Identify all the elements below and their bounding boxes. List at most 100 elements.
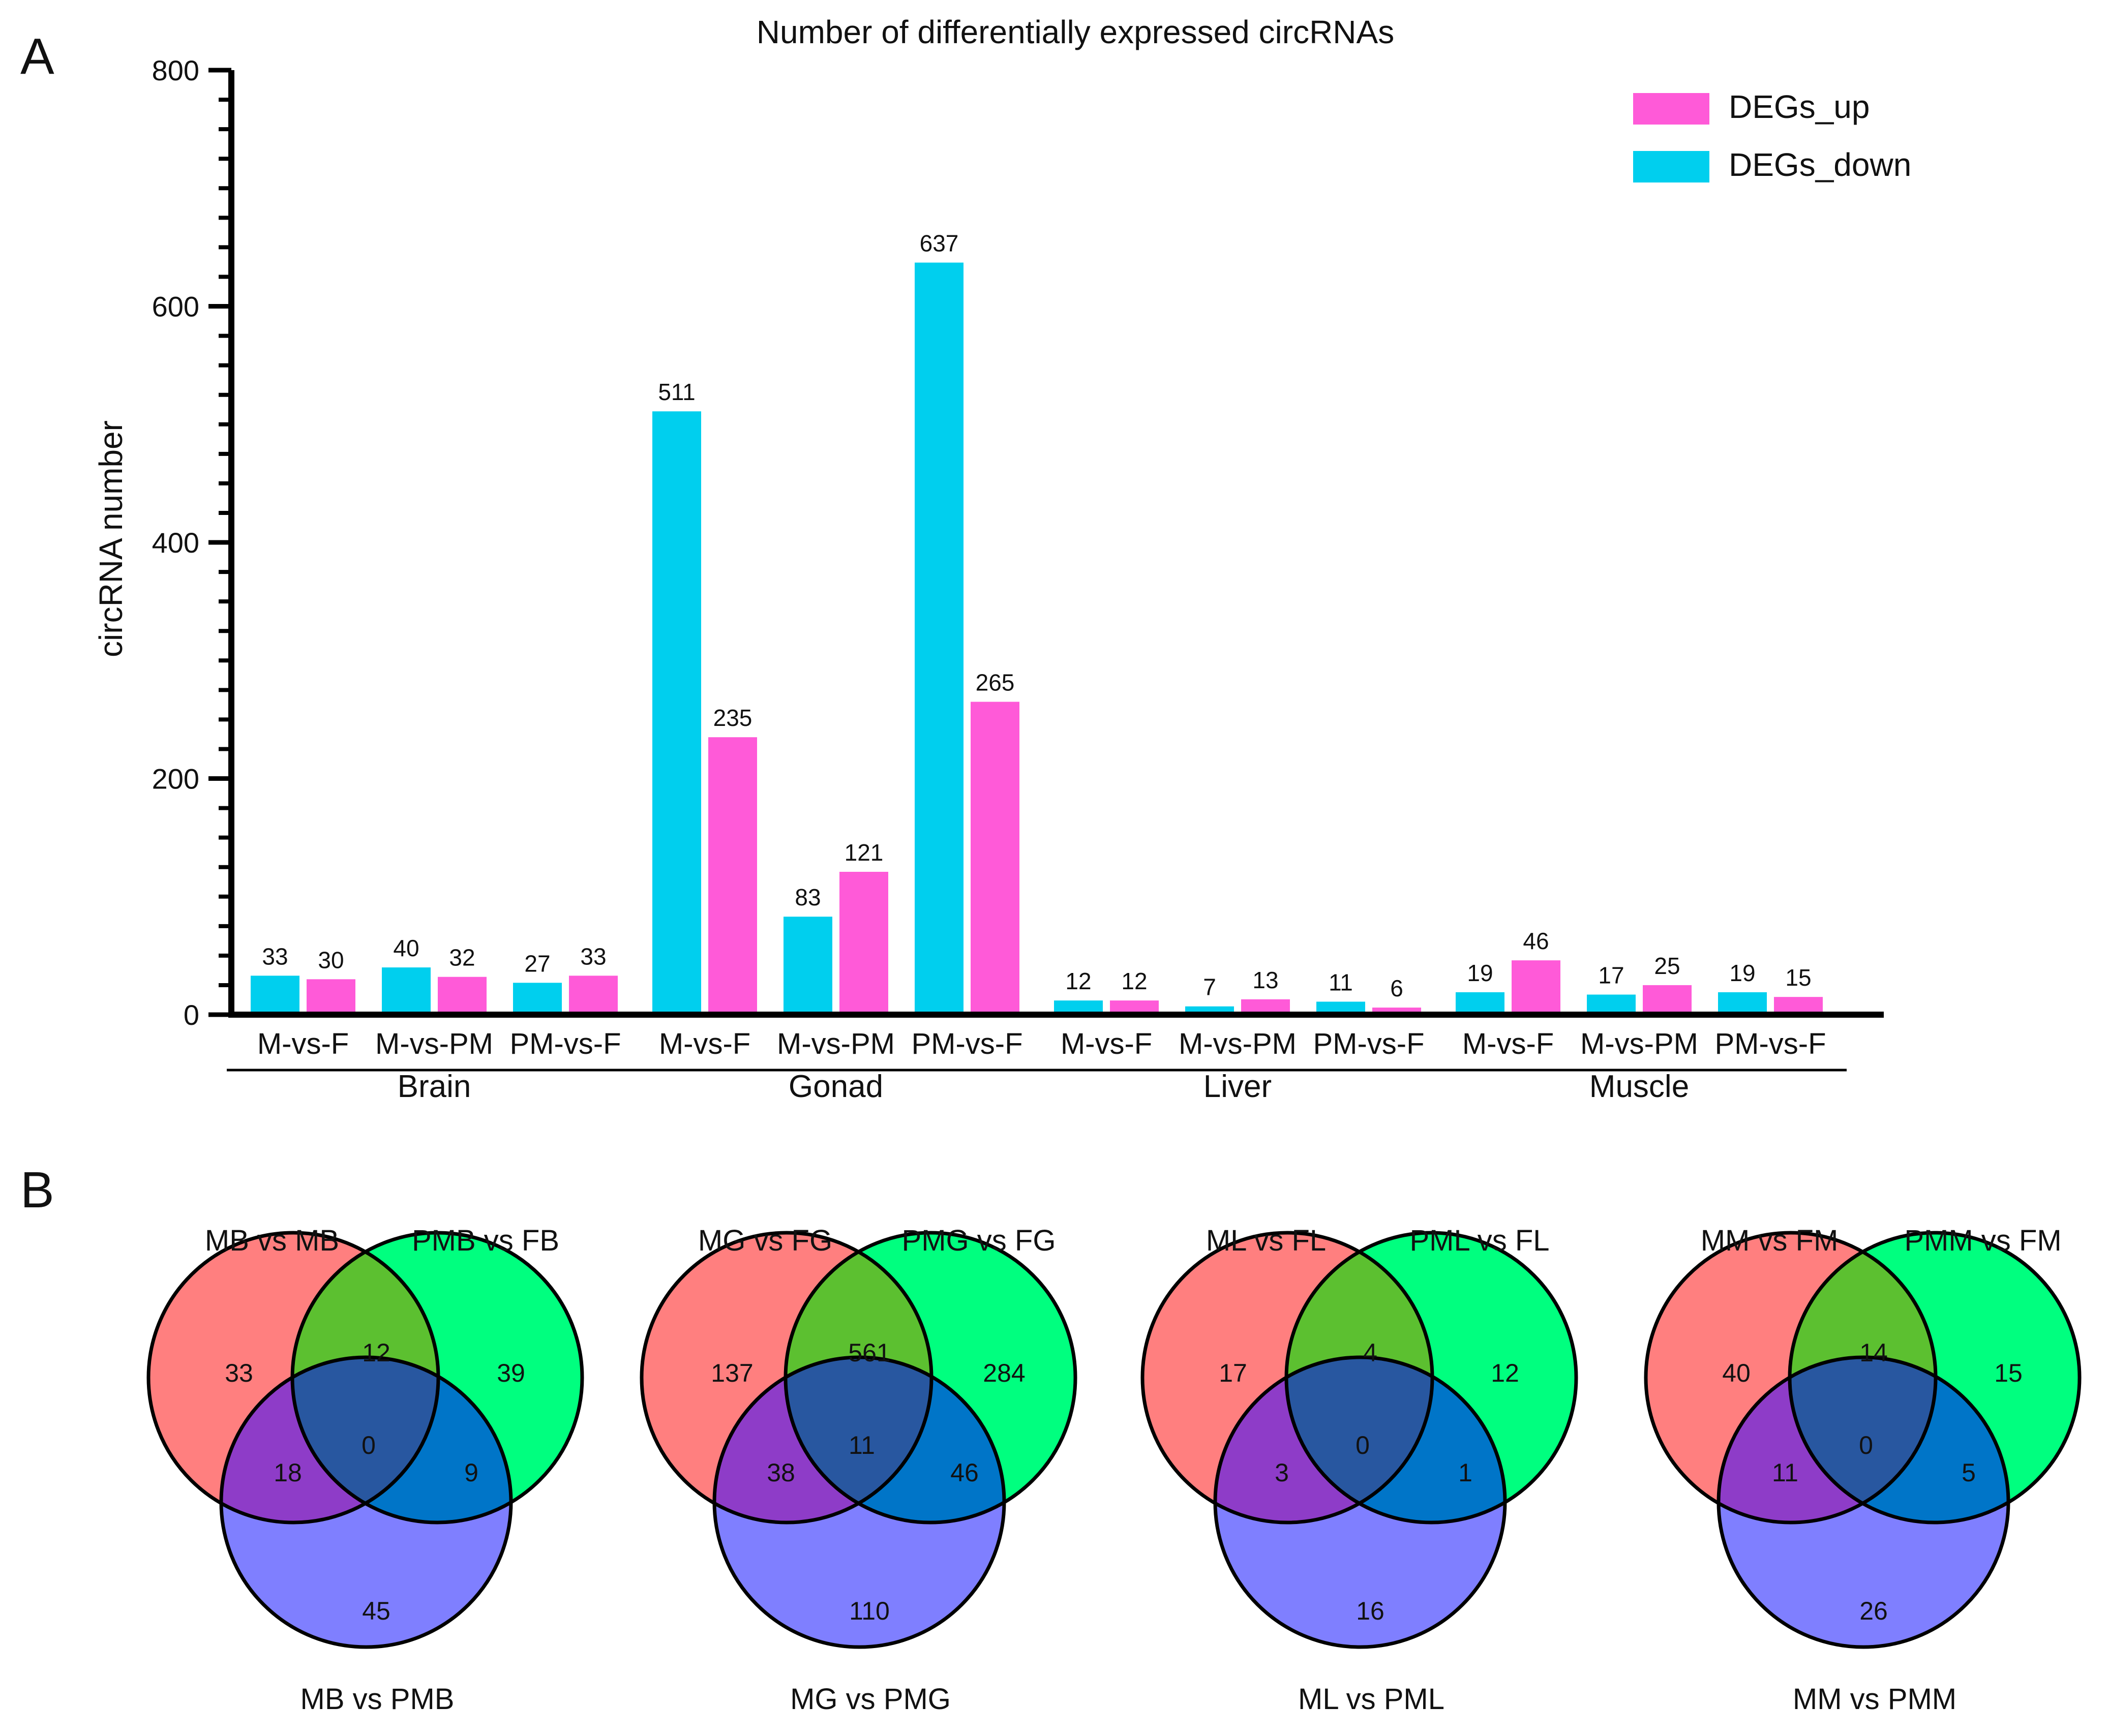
y-tick-label: 0 [184, 999, 199, 1031]
venn-count-bc: 46 [950, 1458, 979, 1487]
bar-value-label: 30 [318, 947, 344, 973]
venn-label-a: MM vs FM [1701, 1224, 1839, 1257]
bar-degs-down-gonad-m-vs-f [652, 411, 701, 1012]
venn-diagram-3: 17 12 16 4 3 1 0 ML vs FL PML vs FL ML vs PML [1140, 1224, 1578, 1716]
bar-value-label: 27 [524, 950, 550, 977]
bar-value-label: 19 [1467, 960, 1493, 986]
x-category-label: M-vs-F [1061, 1027, 1152, 1060]
x-group-label-muscle: Muscle [1589, 1069, 1689, 1104]
bar-degs-up-liver-pm-vs-f [1372, 1008, 1421, 1012]
x-group-label-liver: Liver [1203, 1069, 1272, 1104]
bar-value-label: 13 [1252, 967, 1278, 993]
venn-label-b: PMB vs FB [412, 1224, 559, 1257]
bar-degs-up-liver-m-vs-pm [1241, 999, 1290, 1012]
bar-degs-down-gonad-pm-vs-f [915, 262, 963, 1012]
bar-value-label: 46 [1523, 928, 1549, 954]
venn-count-b-only: 15 [1994, 1359, 2023, 1387]
venn-count-c-only: 26 [1859, 1597, 1888, 1625]
bar-value-label: 6 [1390, 975, 1403, 1001]
bar-value-label: 25 [1654, 953, 1680, 979]
venn-count-a-only: 33 [225, 1359, 253, 1387]
bar-value-label: 7 [1203, 974, 1216, 1000]
bar-value-label: 33 [262, 943, 288, 969]
y-tick-label: 400 [152, 527, 199, 559]
x-category-label: PM-vs-F [1313, 1027, 1424, 1060]
bar-degs-up-brain-pm-vs-f [569, 976, 618, 1012]
bar-degs-down-muscle-pm-vs-f [1718, 992, 1767, 1012]
bar-degs-up-brain-m-vs-pm [438, 977, 487, 1012]
bar-degs-up-gonad-pm-vs-f [971, 702, 1019, 1012]
venn-diagram-1: 33 39 45 12 18 9 0 MB vs MB PMB vs FB MB vs PMB [146, 1224, 584, 1716]
venn-count-bc: 1 [1458, 1458, 1472, 1487]
bar-degs-down-gonad-m-vs-pm [784, 917, 832, 1012]
y-tick-label: 200 [152, 763, 199, 795]
bar-value-label: 12 [1121, 968, 1147, 994]
venn-count-bc: 9 [464, 1458, 478, 1487]
legend: DEGs_up DEGs_down [1633, 88, 1911, 183]
venn-count-ac: 11 [1772, 1458, 1798, 1487]
bar-degs-down-muscle-m-vs-pm [1587, 994, 1636, 1012]
bar-degs-down-liver-m-vs-f [1054, 1000, 1103, 1012]
bar-degs-down-liver-m-vs-pm [1185, 1006, 1234, 1012]
venn-count-abc: 0 [1859, 1431, 1873, 1459]
venn-count-ab: 4 [1363, 1338, 1377, 1367]
bar-value-label: 12 [1065, 968, 1091, 994]
venn-count-ab: 14 [1859, 1338, 1888, 1367]
panel-b-label: B [20, 1162, 54, 1219]
venn-outline-c [712, 1355, 1006, 1649]
bar-degs-up-muscle-pm-vs-f [1774, 997, 1823, 1012]
bar-value-label: 83 [795, 884, 821, 910]
bar-value-labels: 33 30 40 32 27 33 511 235 83 121 637 265 12 12 7 13 11 6 1… [262, 230, 1811, 1001]
bar-value-label: 121 [845, 839, 884, 866]
venn-count-abc: 11 [849, 1431, 875, 1459]
bar-degs-up-gonad-m-vs-f [708, 737, 757, 1012]
venn-label-b: PMG vs FG [902, 1224, 1056, 1257]
bar-value-label: 11 [1329, 969, 1353, 995]
bar-degs-down-muscle-m-vs-f [1456, 992, 1504, 1012]
venn-count-b-only: 39 [497, 1359, 525, 1387]
venn-count-a-only: 40 [1722, 1359, 1751, 1387]
venn-count-c-only: 110 [849, 1597, 890, 1625]
legend-swatch-degs-up [1633, 93, 1709, 125]
bar-degs-down-brain-m-vs-f [251, 976, 299, 1012]
x-category-label: M-vs-F [257, 1027, 349, 1060]
y-tick-label: 800 [152, 54, 199, 86]
x-category-label: PM-vs-F [1714, 1027, 1826, 1060]
venn-label-b: PML vs FL [1409, 1224, 1549, 1257]
bar-degs-up-liver-m-vs-f [1110, 1000, 1159, 1012]
x-axis-labels: M-vs-F M-vs-PM PM-vs-F Brain M-vs-F M-vs-PM PM… [227, 1027, 1847, 1104]
bar-value-label: 19 [1729, 960, 1755, 986]
x-group-label-brain: Brain [398, 1069, 471, 1104]
venn-count-bc: 5 [1962, 1458, 1976, 1487]
legend-label-degs-down: DEGs_down [1729, 146, 1911, 183]
x-category-label: M-vs-PM [375, 1027, 493, 1060]
venn-label-a: MB vs MB [205, 1224, 339, 1257]
chart-title: Number of differentially expressed circR… [757, 14, 1394, 50]
venn-count-c-only: 16 [1356, 1597, 1384, 1625]
venn-diagram-2: 137 284 110 561 38 46 11 MG vs FG PMG vs FG MG vs… [640, 1224, 1077, 1716]
venn-count-b-only: 284 [983, 1359, 1025, 1387]
x-category-label: M-vs-PM [1580, 1027, 1698, 1060]
venn-label-c: ML vs PML [1298, 1683, 1444, 1716]
x-category-label: M-vs-F [1462, 1027, 1554, 1060]
x-category-label: M-vs-PM [1179, 1027, 1297, 1060]
venn-label-c: MB vs PMB [300, 1683, 455, 1716]
bar-value-label: 15 [1785, 964, 1811, 991]
x-category-label: PM-vs-F [911, 1027, 1022, 1060]
venn-count-a-only: 17 [1219, 1359, 1247, 1387]
venn-count-ab: 561 [848, 1338, 890, 1367]
bar-value-label: 33 [580, 943, 606, 969]
venn-label-c: MG vs PMG [790, 1683, 951, 1716]
x-category-label: M-vs-PM [777, 1027, 895, 1060]
venn-count-ab: 12 [362, 1338, 390, 1367]
venn-label-a: MG vs FG [698, 1224, 832, 1257]
venn-label-c: MM vs PMM [1793, 1683, 1956, 1716]
venn-label-a: ML vs FL [1206, 1224, 1326, 1257]
x-group-label-gonad: Gonad [789, 1069, 883, 1104]
venn-label-b: PMM vs FM [1904, 1224, 2061, 1257]
venn-count-ac: 3 [1275, 1458, 1289, 1487]
venn-count-abc: 0 [1356, 1431, 1370, 1459]
